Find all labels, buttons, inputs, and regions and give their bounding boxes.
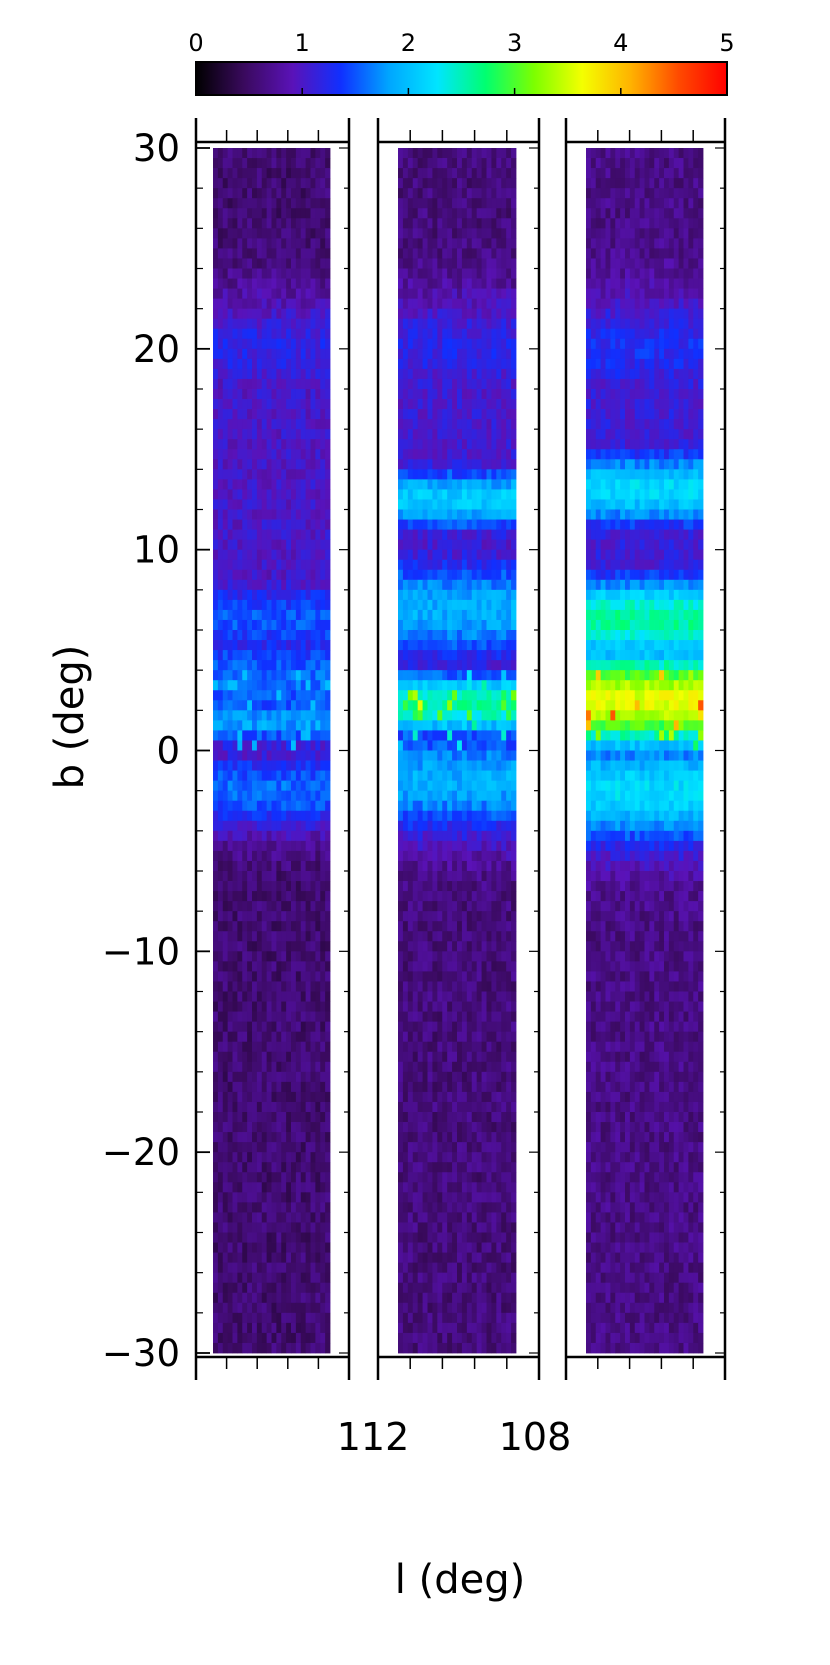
y-tick-label: 0 <box>156 730 180 773</box>
y-tick-label: −20 <box>102 1131 180 1174</box>
panel-1 <box>196 118 349 1380</box>
y-tick-label: 20 <box>133 328 180 371</box>
panel-1-image <box>213 148 330 1353</box>
colorbar-tick-label: 5 <box>719 29 734 57</box>
colorbar: 0 1 2 3 4 5 <box>188 29 734 95</box>
colorbar-tick-label: 3 <box>507 29 522 57</box>
colorbar-tick-label: 1 <box>295 29 310 57</box>
y-tick-label: 10 <box>133 529 180 572</box>
x-tick-label: 112 <box>337 1415 410 1459</box>
colorbar-tick-label: 0 <box>188 29 203 57</box>
colorbar-gradient <box>196 62 727 95</box>
panel-3-image <box>586 148 703 1353</box>
panel-3 <box>566 118 725 1380</box>
colorbar-tick-label: 2 <box>401 29 416 57</box>
panel-2-image <box>398 148 516 1353</box>
y-tick-label: −30 <box>102 1332 180 1375</box>
panel-2 <box>378 118 539 1380</box>
y-axis: 30 20 10 0 −10 −20 −30 <box>102 127 210 1375</box>
x-axis-label: l (deg) <box>395 1557 525 1603</box>
x-axis: 112 108 <box>337 1415 572 1459</box>
x-tick-label: 108 <box>499 1415 572 1459</box>
y-axis-label: b (deg) <box>47 645 93 790</box>
colorbar-tick-label: 4 <box>613 29 628 57</box>
y-tick-label: −10 <box>102 930 180 973</box>
y-tick-label: 30 <box>133 127 180 170</box>
